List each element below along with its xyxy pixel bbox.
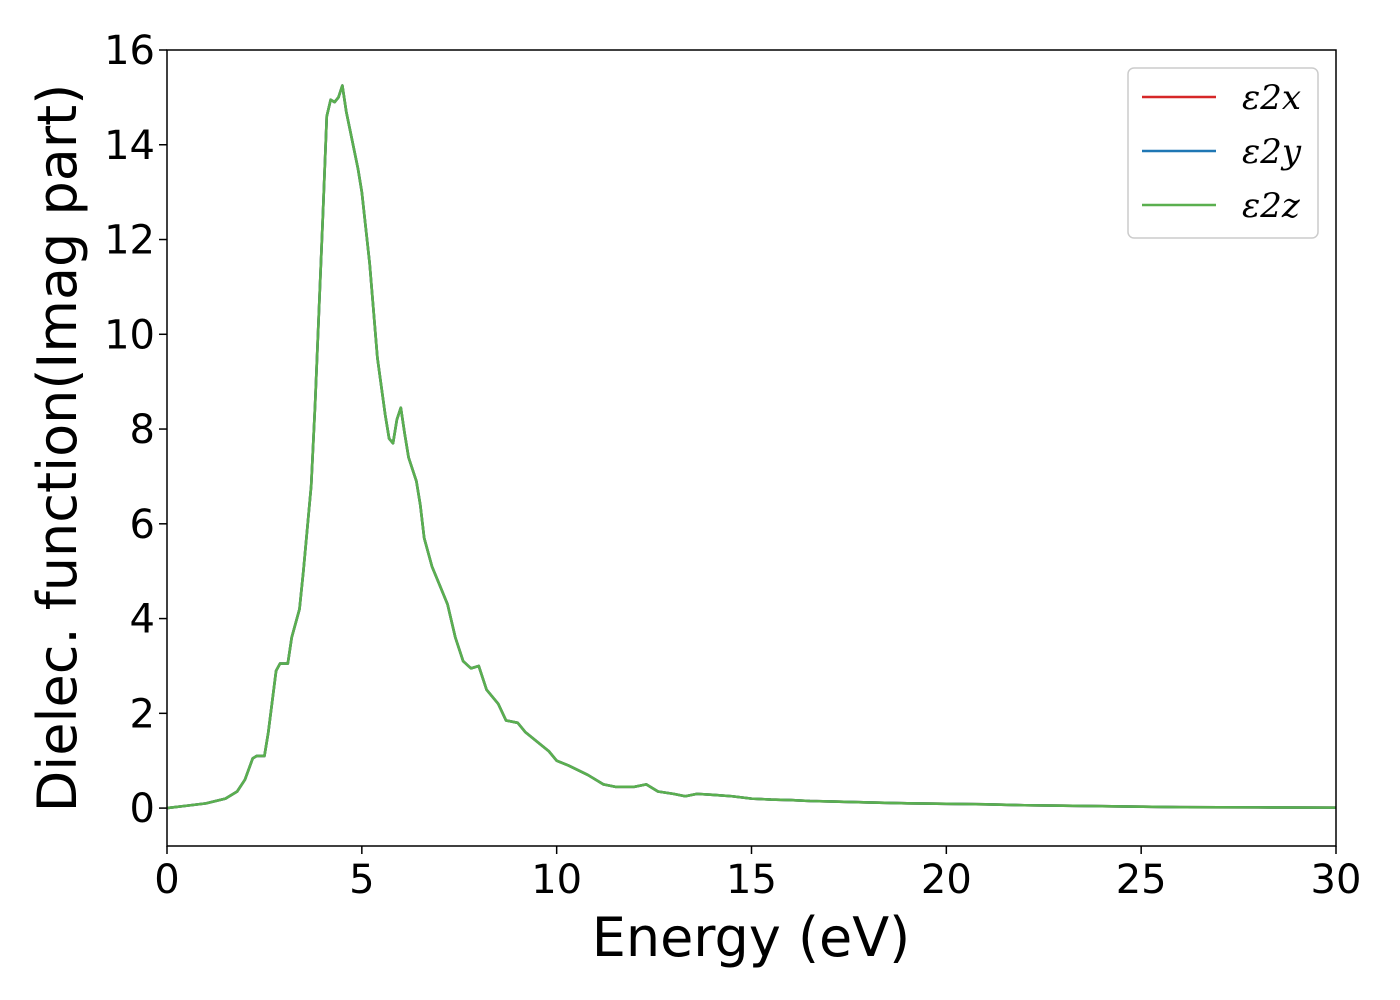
series-line-2 [166, 84, 1337, 810]
x-tick-label: 30 [1311, 857, 1362, 903]
y-axis-ticks: 0 2 4 6 8 10 12 14 16 [104, 28, 167, 832]
y-tick-label: 0 [130, 786, 155, 832]
legend-label-0: ε2x [1242, 78, 1301, 118]
y-tick-label: 2 [130, 691, 155, 737]
x-tick-label: 0 [154, 857, 179, 903]
y-tick-label: 14 [104, 123, 155, 169]
legend-label-2: ε2z [1242, 186, 1301, 226]
y-tick-label: 12 [104, 218, 155, 264]
y-tick-label: 6 [130, 502, 155, 548]
y-tick-label: 16 [104, 28, 155, 74]
x-tick-label: 5 [349, 857, 374, 903]
y-axis-label: Dielec. function(Imag part) [26, 84, 89, 813]
x-tick-label: 20 [921, 857, 972, 903]
y-tick-label: 10 [104, 312, 155, 358]
legend-box [1127, 67, 1319, 239]
x-axis-ticks: 0 5 10 15 20 25 30 [154, 846, 1361, 903]
x-axis-label: Energy (eV) [592, 906, 911, 969]
y-tick-label: 4 [130, 597, 155, 643]
x-tick-label: 10 [531, 857, 582, 903]
y-tick-label: 8 [130, 407, 155, 453]
legend: ε2x ε2y ε2z [1127, 67, 1319, 239]
series-layer [166, 84, 1337, 810]
x-tick-label: 25 [1116, 857, 1167, 903]
legend-label-1: ε2y [1242, 132, 1302, 172]
x-tick-label: 15 [726, 857, 777, 903]
